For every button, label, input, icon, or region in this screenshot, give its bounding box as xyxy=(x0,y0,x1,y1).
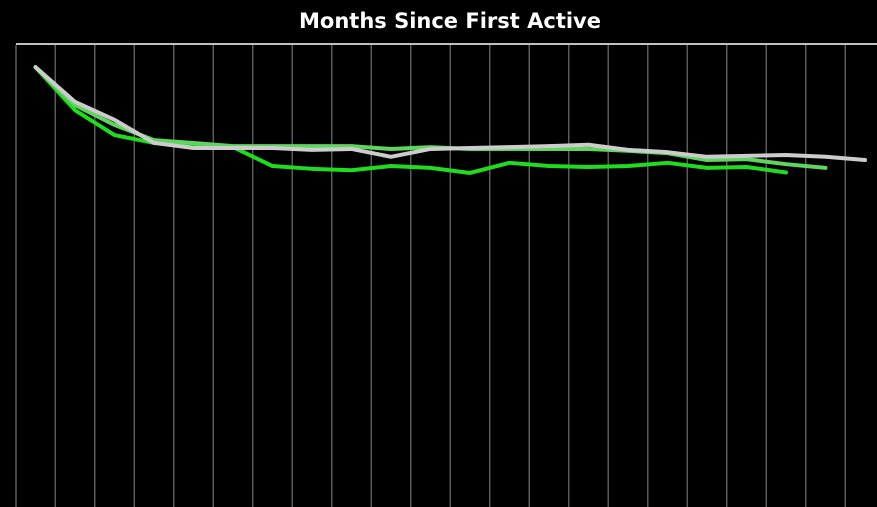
chart-title: Months Since First Active xyxy=(299,9,601,33)
grid xyxy=(15,45,846,507)
lines xyxy=(33,65,867,175)
series-line xyxy=(33,65,867,163)
